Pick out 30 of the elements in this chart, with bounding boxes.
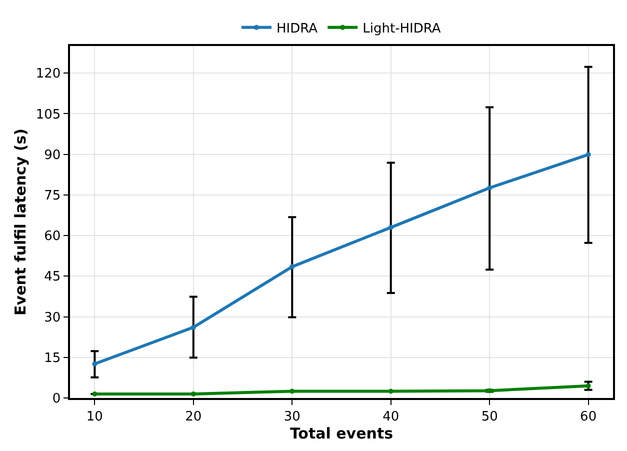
x-tick-label: 60 [580,409,597,424]
y-tick-label: 15 [44,350,61,366]
x-tick-label: 30 [284,409,300,424]
legend-label: Light-HIDRA [362,22,441,36]
y-axis-title: Event fulfil latency (s) [12,128,30,316]
x-tick-label: 40 [382,409,400,424]
y-tick-label: 45 [44,270,61,285]
point [92,391,98,396]
x-axis-title: Total events [290,424,394,442]
x-tick-label: 10 [86,409,103,424]
point [487,185,492,190]
point [190,391,196,396]
y-tick-label: 75 [44,188,61,204]
point [388,388,394,394]
point [290,388,295,394]
point [92,361,98,366]
y-tick-label: 0 [52,392,61,407]
y-tick-label: 105 [36,107,61,122]
point [487,388,492,394]
x-tick-label: 50 [481,409,498,424]
y-tick-label: 30 [44,310,61,326]
y-tick-label: 60 [44,229,61,244]
point [290,264,295,270]
y-tick-label: 90 [44,148,61,163]
legend-label: HIDRA [276,22,318,36]
point [190,324,196,330]
y-tick-label: 120 [36,66,61,82]
point [586,152,591,158]
point [388,224,394,230]
x-tick-label: 20 [185,409,202,424]
